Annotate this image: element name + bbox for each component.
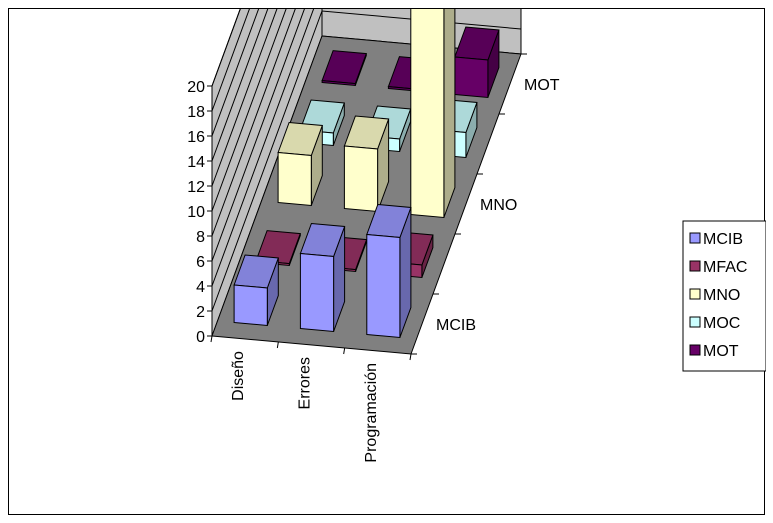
gridline bbox=[211, 9, 250, 112]
x-tick-label: Errores bbox=[297, 357, 314, 409]
x-tick-label: Programación bbox=[363, 363, 380, 463]
legend-swatch-moc bbox=[689, 316, 701, 328]
bar-mcib-3 bbox=[366, 203, 412, 339]
y-tick-label: 18 bbox=[187, 104, 205, 121]
gridline bbox=[211, 9, 315, 287]
bar-mot-1 bbox=[321, 50, 367, 87]
chart-bars bbox=[233, 9, 500, 339]
bar-front bbox=[454, 56, 489, 99]
bar-mno-2 bbox=[343, 115, 390, 213]
y-tick-label: 10 bbox=[187, 204, 205, 221]
y-tick-label: 16 bbox=[187, 129, 205, 146]
gridline bbox=[211, 9, 269, 162]
y-tick-label: 12 bbox=[187, 179, 205, 196]
gridline bbox=[211, 9, 278, 187]
legend-swatch-mcib bbox=[689, 232, 701, 244]
x-tick bbox=[210, 335, 213, 343]
x-tick bbox=[276, 341, 279, 349]
legend-swatch-mfac bbox=[689, 260, 701, 272]
x-tick-label: Diseño bbox=[230, 351, 247, 401]
gridline bbox=[211, 9, 287, 212]
legend-label-mcib: MCIB bbox=[703, 231, 743, 248]
legend-swatch-mno bbox=[689, 288, 701, 300]
bar-front bbox=[321, 80, 356, 87]
bar-front bbox=[410, 9, 445, 219]
y-tick-label: 4 bbox=[196, 279, 205, 296]
gridline bbox=[211, 9, 305, 262]
bar-side bbox=[443, 9, 456, 218]
depth-tick-label: MNO bbox=[480, 197, 517, 214]
legend-label-moc: MOC bbox=[703, 315, 740, 332]
bar-front bbox=[366, 233, 401, 339]
legend-swatch-mot bbox=[689, 344, 701, 356]
bar-mno-3 bbox=[410, 9, 456, 219]
y-tick-label: 14 bbox=[187, 154, 205, 171]
y-tick-label: 0 bbox=[196, 329, 205, 346]
bar-mcib-2 bbox=[299, 222, 346, 333]
depth-tick-label: MOT bbox=[524, 77, 560, 94]
bar-front bbox=[343, 145, 379, 213]
y-tick-label: 8 bbox=[196, 229, 205, 246]
legend-label-mno: MNO bbox=[703, 287, 740, 304]
x-tick bbox=[409, 353, 412, 361]
bar-front bbox=[299, 252, 335, 333]
chart-3d-column: 0 2 4 6 8 10 12 14 16 18 20 Diseño Errores Programaci… bbox=[187, 9, 766, 463]
chart-frame: 0 2 4 6 8 10 12 14 16 18 20 Diseño Errores Programaci… bbox=[8, 8, 766, 515]
bar-mcib-1 bbox=[233, 254, 279, 327]
y-tick-label: 6 bbox=[196, 254, 205, 271]
legend-label-mfac: MFAC bbox=[703, 259, 747, 276]
x-tick bbox=[343, 347, 346, 355]
chart-legend: MCIB MFAC MNO MOC MOT bbox=[682, 220, 766, 372]
gridline bbox=[211, 9, 296, 237]
bar-mot-3 bbox=[454, 26, 500, 99]
legend-label-mot: MOT bbox=[703, 343, 739, 360]
gridline bbox=[211, 9, 260, 137]
y-tick-label: 2 bbox=[196, 304, 205, 321]
bar-mno-1 bbox=[277, 121, 323, 207]
depth-tick-label: MCIB bbox=[436, 317, 476, 334]
y-tick-label: 20 bbox=[187, 79, 205, 96]
bar-front bbox=[277, 151, 312, 207]
chart-axes: 0 2 4 6 8 10 12 14 16 18 20 Diseño Errores Programaci… bbox=[187, 53, 560, 463]
bar-front bbox=[233, 284, 268, 327]
